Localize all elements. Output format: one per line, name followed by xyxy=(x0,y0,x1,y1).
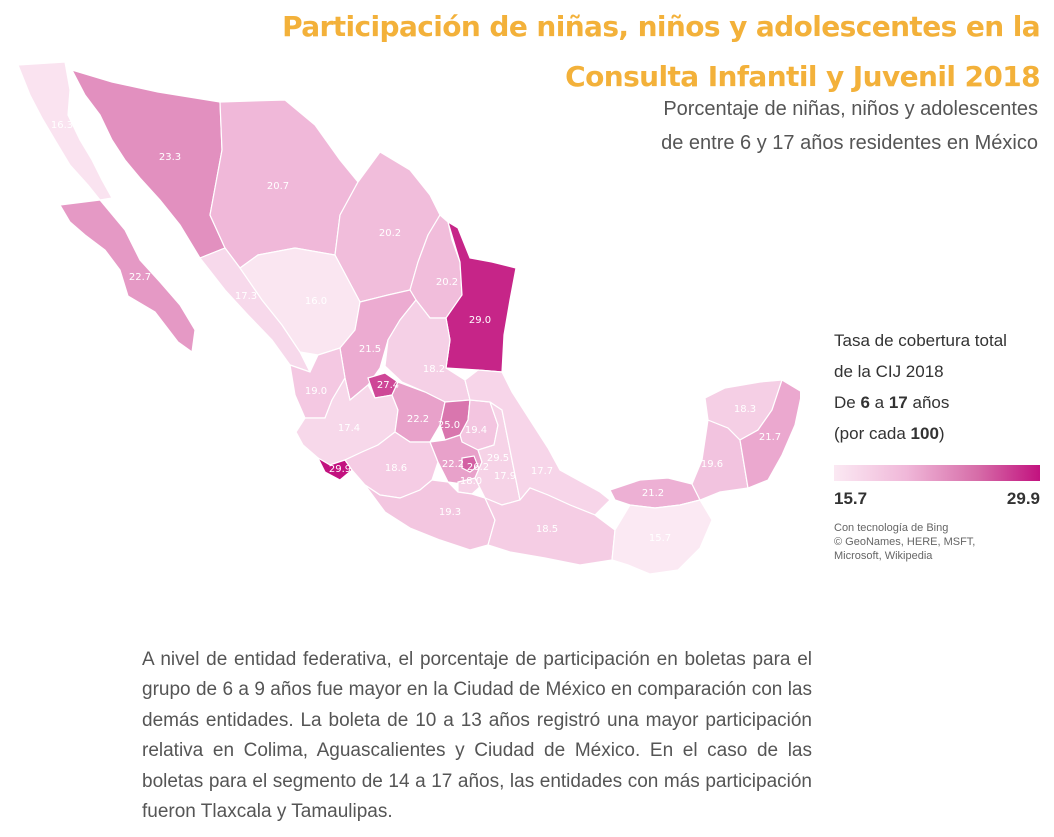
label-oaxaca: 18.5 xyxy=(536,524,558,535)
legend-per-100: 100 xyxy=(910,424,939,443)
label-chiapas: 15.7 xyxy=(649,533,671,544)
label-ciudad-de-mexico: 26.2 xyxy=(467,462,489,473)
legend-line-3-post: años xyxy=(907,393,950,412)
label-chihuahua: 20.7 xyxy=(267,181,289,192)
map-title: Participación de niñas, niños y adolesce… xyxy=(282,2,1041,102)
label-quintana-roo: 21.7 xyxy=(759,432,781,443)
state-quintana-roo[interactable] xyxy=(739,379,800,489)
legend-line-4-post: ) xyxy=(938,424,945,443)
label-aguascalientes: 27.4 xyxy=(377,380,399,391)
label-sonora: 23.3 xyxy=(159,152,181,163)
map-value-labels: 16.3 23.3 20.7 20.2 20.2 29.0 22.7 17.3 … xyxy=(51,120,781,544)
legend-line-4: (por cada 100) xyxy=(834,418,1044,449)
state-ciudad-de-mexico[interactable] xyxy=(461,455,479,473)
legend-line-1: Tasa de cobertura total xyxy=(834,331,1007,350)
legend-line-3-mid: a xyxy=(869,393,889,412)
label-baja-california-sur: 22.7 xyxy=(129,272,151,283)
label-sinaloa: 17.3 xyxy=(235,291,257,302)
legend-min-label: 15.7 xyxy=(834,489,868,508)
state-baja-california-sur[interactable] xyxy=(59,199,196,354)
label-colima: 29.9 xyxy=(329,464,351,475)
label-guerrero: 19.3 xyxy=(439,507,461,518)
label-estado-de-mexico: 22.2 xyxy=(442,459,464,470)
map-legend: Tasa de cobertura total de la CIJ 2018 D… xyxy=(834,325,1044,563)
state-guerrero[interactable] xyxy=(364,479,496,551)
body-paragraph: A nivel de entidad federativa, el porcen… xyxy=(142,649,812,823)
map-credits: Con tecnología de Bing © GeoNames, HERE,… xyxy=(834,521,1024,563)
state-baja-california[interactable] xyxy=(17,61,113,201)
map-subtitle: Porcentaje de niñas, niños y adolescente… xyxy=(661,92,1038,160)
subtitle-line-1: Porcentaje de niñas, niños y adolescente… xyxy=(663,98,1038,120)
label-san-luis-potosi: 18.2 xyxy=(423,364,445,375)
legend-range: 15.7 29.9 xyxy=(834,489,1040,509)
title-line-1: Participación de niñas, niños y adolesce… xyxy=(282,10,1041,43)
label-nayarit: 19.0 xyxy=(305,386,327,397)
state-sonora[interactable] xyxy=(70,69,226,259)
state-morelos[interactable] xyxy=(457,477,483,495)
legend-max-label: 29.9 xyxy=(1006,489,1040,508)
label-tlaxcala: 29.5 xyxy=(487,453,509,464)
legend-gradient-bar xyxy=(834,465,1040,481)
label-coahuila: 20.2 xyxy=(379,228,401,239)
label-zacatecas: 21.5 xyxy=(359,344,381,355)
label-veracruz: 17.7 xyxy=(531,466,553,477)
label-guanajuato: 22.2 xyxy=(407,414,429,425)
mexico-choropleth-map: 16.3 23.3 20.7 20.2 20.2 29.0 22.7 17.3 … xyxy=(17,61,800,575)
label-tamaulipas: 29.0 xyxy=(469,315,491,326)
legend-line-4-pre: (por cada xyxy=(834,424,911,443)
title-line-2: Consulta Infantil y Juvenil 2018 xyxy=(565,60,1040,93)
label-hidalgo: 19.4 xyxy=(465,425,487,436)
label-jalisco: 17.4 xyxy=(338,423,360,434)
label-durango: 16.0 xyxy=(305,296,327,307)
legend-age-max: 17 xyxy=(888,393,908,412)
label-morelos: 18.0 xyxy=(460,476,482,487)
state-sinaloa[interactable] xyxy=(199,247,312,374)
label-yucatan: 18.3 xyxy=(734,404,756,415)
label-queretaro: 25.0 xyxy=(438,420,460,431)
subtitle-line-2: de entre 6 y 17 años residentes en Méxic… xyxy=(661,132,1038,154)
credits-line-3: Microsoft, Wikipedia xyxy=(834,550,933,562)
legend-line-3: De 6 a 17 años xyxy=(834,387,1044,418)
label-michoacan: 18.6 xyxy=(385,463,407,474)
state-chiapas[interactable] xyxy=(611,499,713,575)
legend-line-3-pre: De xyxy=(834,393,861,412)
legend-line-2: de la CIJ 2018 xyxy=(834,362,944,381)
legend-age-min: 6 xyxy=(860,393,870,412)
label-baja-california: 16.3 xyxy=(51,120,73,131)
credits-line-1: Con tecnología de Bing xyxy=(834,522,949,534)
label-puebla: 17.9 xyxy=(494,471,516,482)
label-campeche: 19.6 xyxy=(701,459,723,470)
label-nuevo-leon: 20.2 xyxy=(436,277,458,288)
credits-line-2: © GeoNames, HERE, MSFT, xyxy=(834,536,976,548)
label-tabasco: 21.2 xyxy=(642,488,664,499)
